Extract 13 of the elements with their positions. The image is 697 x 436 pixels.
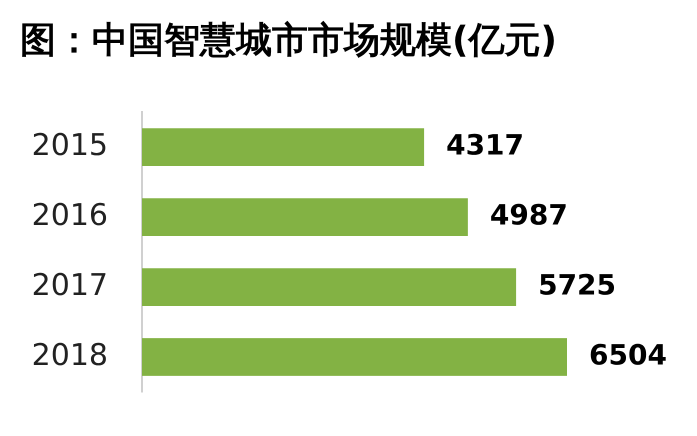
y-tick-label: 2015 <box>32 128 108 163</box>
data-label: 6504 <box>589 338 667 372</box>
bar <box>142 338 567 376</box>
bar <box>142 128 424 166</box>
data-label: 4317 <box>446 128 524 162</box>
data-label: 5725 <box>538 268 616 302</box>
bar <box>142 268 516 306</box>
chart-title: 图：中国智慧城市市场规模(亿元) <box>20 20 557 61</box>
data-label: 4987 <box>490 198 568 232</box>
bar <box>142 198 468 236</box>
y-tick-label: 2017 <box>32 268 108 303</box>
y-tick-label: 2016 <box>32 198 108 233</box>
y-tick-label: 2018 <box>32 338 108 373</box>
